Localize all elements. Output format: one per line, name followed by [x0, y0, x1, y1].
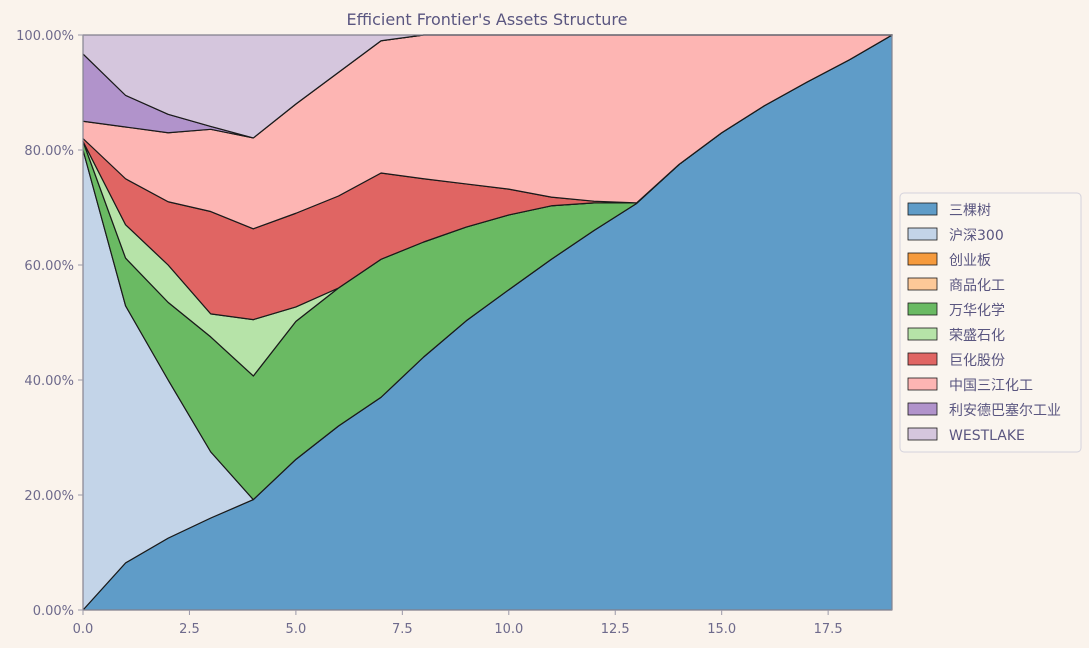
x-tick-label: 5.0	[286, 622, 307, 637]
legend-swatch	[907, 377, 938, 391]
legend-label: 三棵树	[949, 203, 991, 219]
legend-label: 沪深300	[949, 228, 1004, 244]
chart-title: Efficient Frontier's Assets Structure	[347, 10, 628, 29]
legend-swatch	[907, 202, 938, 216]
x-tick-label: 7.5	[392, 622, 413, 637]
y-tick-label: 100.00%	[16, 29, 74, 44]
x-tick-label: 10.0	[494, 622, 523, 637]
axes: 0.0 2.5 5.0 7.5 10.0 12.5 15.0 17.5 0.00% 20.00% 4…	[16, 29, 893, 637]
x-tick-label: 2.5	[179, 622, 200, 637]
y-tick-label: 60.00%	[24, 259, 74, 274]
legend-label: 商品化工	[949, 278, 1005, 294]
x-tick-label: 12.5	[601, 622, 630, 637]
legend-swatch	[907, 352, 938, 366]
legend-label: 万华化学	[949, 303, 1005, 319]
legend-box	[899, 192, 1082, 453]
legend-label: 创业板	[949, 253, 991, 269]
legend-label: 巨化股份	[949, 353, 1005, 369]
plot-areas	[82, 34, 893, 611]
x-tick-label: 0.0	[73, 622, 94, 637]
y-tick-label: 80.00%	[24, 144, 74, 159]
y-tick-label: 0.00%	[33, 604, 74, 619]
legend-swatch	[907, 252, 938, 266]
legend-label: 荣盛石化	[949, 328, 1005, 344]
legend-label: 利安德巴塞尔工业	[949, 402, 1061, 419]
y-tick-label: 20.00%	[24, 489, 74, 504]
legend-swatch	[907, 277, 938, 291]
x-tick-label: 17.5	[814, 622, 843, 637]
x-tick-label: 15.0	[707, 622, 736, 637]
legend-label: 中国三江化工	[949, 378, 1033, 394]
legend-swatch	[907, 302, 938, 316]
legend-swatch	[907, 227, 938, 241]
plot-frame	[82, 34, 893, 611]
legend-label: WESTLAKE	[949, 428, 1025, 444]
legend-swatch	[907, 427, 938, 441]
y-tick-label: 40.00%	[24, 374, 74, 389]
legend-swatch	[907, 327, 938, 341]
legend-swatch	[907, 402, 938, 416]
